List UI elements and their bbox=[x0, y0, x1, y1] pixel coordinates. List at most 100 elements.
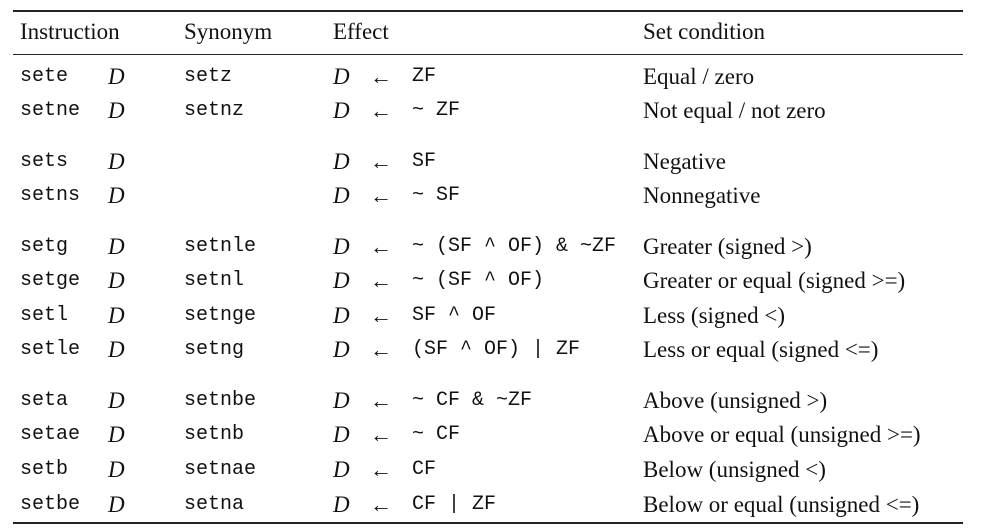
effect-destination: D bbox=[333, 149, 350, 174]
table-row: setne D setnz D ← ~ ZF Not equal / not z… bbox=[0, 94, 987, 128]
instruction-cell: setl bbox=[20, 304, 69, 327]
condition-cell: Above (unsigned >) bbox=[643, 388, 828, 413]
effect-expression: ~ (SF ^ OF) & ~ZF bbox=[412, 235, 617, 258]
table-header: Instruction Synonym Effect Set condition bbox=[0, 19, 987, 49]
operand-cell: D bbox=[108, 337, 125, 362]
table-row: setle D setng D ← (SF ^ OF) | ZF Less or… bbox=[0, 333, 987, 367]
assign-arrow-icon: ← bbox=[370, 457, 392, 482]
table-row: sets D D ← SF Negative bbox=[0, 145, 987, 179]
effect-expression: ~ CF bbox=[412, 423, 461, 446]
effect-expression: ~ CF & ~ZF bbox=[412, 389, 533, 412]
instruction-cell: setb bbox=[20, 458, 69, 481]
effect-destination: D bbox=[333, 303, 350, 328]
table-row: sete D setz D ← ZF Equal / zero bbox=[0, 60, 987, 94]
table-row: setb D setnae D ← CF Below (unsigned <) bbox=[0, 453, 987, 487]
assign-arrow-icon: ← bbox=[370, 149, 392, 174]
assign-arrow-icon: ← bbox=[370, 303, 392, 328]
condition-cell: Negative bbox=[643, 149, 727, 174]
effect-expression: CF | ZF bbox=[412, 493, 497, 516]
table-top-rule bbox=[13, 10, 963, 12]
effect-destination: D bbox=[333, 98, 350, 123]
instruction-cell: sete bbox=[20, 65, 69, 88]
synonym-cell: setnge bbox=[184, 304, 257, 327]
effect-destination: D bbox=[333, 422, 350, 447]
effect-destination: D bbox=[333, 183, 350, 208]
synonym-cell: setng bbox=[184, 338, 245, 361]
assign-arrow-icon: ← bbox=[370, 234, 392, 259]
instruction-cell: setg bbox=[20, 235, 69, 258]
operand-cell: D bbox=[108, 457, 125, 482]
condition-cell: Less or equal (signed <=) bbox=[643, 337, 879, 362]
operand-cell: D bbox=[108, 388, 125, 413]
effect-expression: ~ (SF ^ OF) bbox=[412, 269, 545, 292]
instruction-cell: setae bbox=[20, 423, 81, 446]
assign-arrow-icon: ← bbox=[370, 492, 392, 517]
header-set-condition: Set condition bbox=[643, 19, 766, 44]
synonym-cell: setnz bbox=[184, 99, 245, 122]
condition-cell: Nonnegative bbox=[643, 183, 761, 208]
instruction-cell: seta bbox=[20, 389, 69, 412]
effect-destination: D bbox=[333, 492, 350, 517]
effect-destination: D bbox=[333, 268, 350, 293]
table-row: setbe D setna D ← CF | ZF Below or equal… bbox=[0, 488, 987, 522]
header-instruction: Instruction bbox=[20, 19, 120, 44]
operand-cell: D bbox=[108, 234, 125, 259]
effect-expression: ~ SF bbox=[412, 184, 461, 207]
effect-destination: D bbox=[333, 337, 350, 362]
assign-arrow-icon: ← bbox=[370, 388, 392, 413]
table-bottom-rule bbox=[13, 522, 963, 524]
condition-cell: Below (unsigned <) bbox=[643, 457, 826, 482]
table-row: setns D D ← ~ SF Nonnegative bbox=[0, 179, 987, 213]
operand-cell: D bbox=[108, 149, 125, 174]
assign-arrow-icon: ← bbox=[370, 422, 392, 447]
instruction-cell: setle bbox=[20, 338, 81, 361]
condition-cell: Less (signed <) bbox=[643, 303, 785, 328]
synonym-cell: setna bbox=[184, 493, 245, 516]
condition-cell: Above or equal (unsigned >=) bbox=[643, 422, 921, 447]
operand-cell: D bbox=[108, 268, 125, 293]
synonym-cell: setnle bbox=[184, 235, 257, 258]
operand-cell: D bbox=[108, 64, 125, 89]
instruction-cell: setne bbox=[20, 99, 81, 122]
operand-cell: D bbox=[108, 303, 125, 328]
effect-destination: D bbox=[333, 234, 350, 259]
table-row: setge D setnl D ← ~ (SF ^ OF) Greater or… bbox=[0, 264, 987, 298]
instruction-cell: setbe bbox=[20, 493, 81, 516]
table-row: seta D setnbe D ← ~ CF & ~ZF Above (unsi… bbox=[0, 384, 987, 418]
condition-cell: Greater (signed >) bbox=[643, 234, 812, 259]
synonym-cell: setz bbox=[184, 65, 233, 88]
header-synonym: Synonym bbox=[184, 19, 273, 44]
instruction-cell: sets bbox=[20, 150, 69, 173]
header-effect: Effect bbox=[333, 19, 389, 44]
operand-cell: D bbox=[108, 183, 125, 208]
operand-cell: D bbox=[108, 492, 125, 517]
operand-cell: D bbox=[108, 422, 125, 447]
effect-destination: D bbox=[333, 388, 350, 413]
condition-cell: Equal / zero bbox=[643, 64, 755, 89]
table-header-rule bbox=[13, 54, 963, 55]
effect-expression: CF bbox=[412, 458, 437, 481]
effect-destination: D bbox=[333, 64, 350, 89]
effect-expression: ZF bbox=[412, 65, 437, 88]
instruction-cell: setge bbox=[20, 269, 81, 292]
assign-arrow-icon: ← bbox=[370, 337, 392, 362]
assign-arrow-icon: ← bbox=[370, 64, 392, 89]
table-row: setg D setnle D ← ~ (SF ^ OF) & ~ZF Grea… bbox=[0, 230, 987, 264]
condition-cell: Below or equal (unsigned <=) bbox=[643, 492, 920, 517]
effect-expression: SF ^ OF bbox=[412, 304, 497, 327]
operand-cell: D bbox=[108, 98, 125, 123]
table-row: setl D setnge D ← SF ^ OF Less (signed <… bbox=[0, 299, 987, 333]
condition-cell: Not equal / not zero bbox=[643, 98, 826, 123]
assign-arrow-icon: ← bbox=[370, 268, 392, 293]
table-row: setae D setnb D ← ~ CF Above or equal (u… bbox=[0, 418, 987, 452]
effect-expression: ~ ZF bbox=[412, 99, 461, 122]
condition-cell: Greater or equal (signed >=) bbox=[643, 268, 906, 293]
assign-arrow-icon: ← bbox=[370, 98, 392, 123]
effect-expression: SF bbox=[412, 150, 437, 173]
assign-arrow-icon: ← bbox=[370, 183, 392, 208]
instruction-cell: setns bbox=[20, 184, 81, 207]
synonym-cell: setnae bbox=[184, 458, 257, 481]
synonym-cell: setnb bbox=[184, 423, 245, 446]
synonym-cell: setnl bbox=[184, 269, 245, 292]
